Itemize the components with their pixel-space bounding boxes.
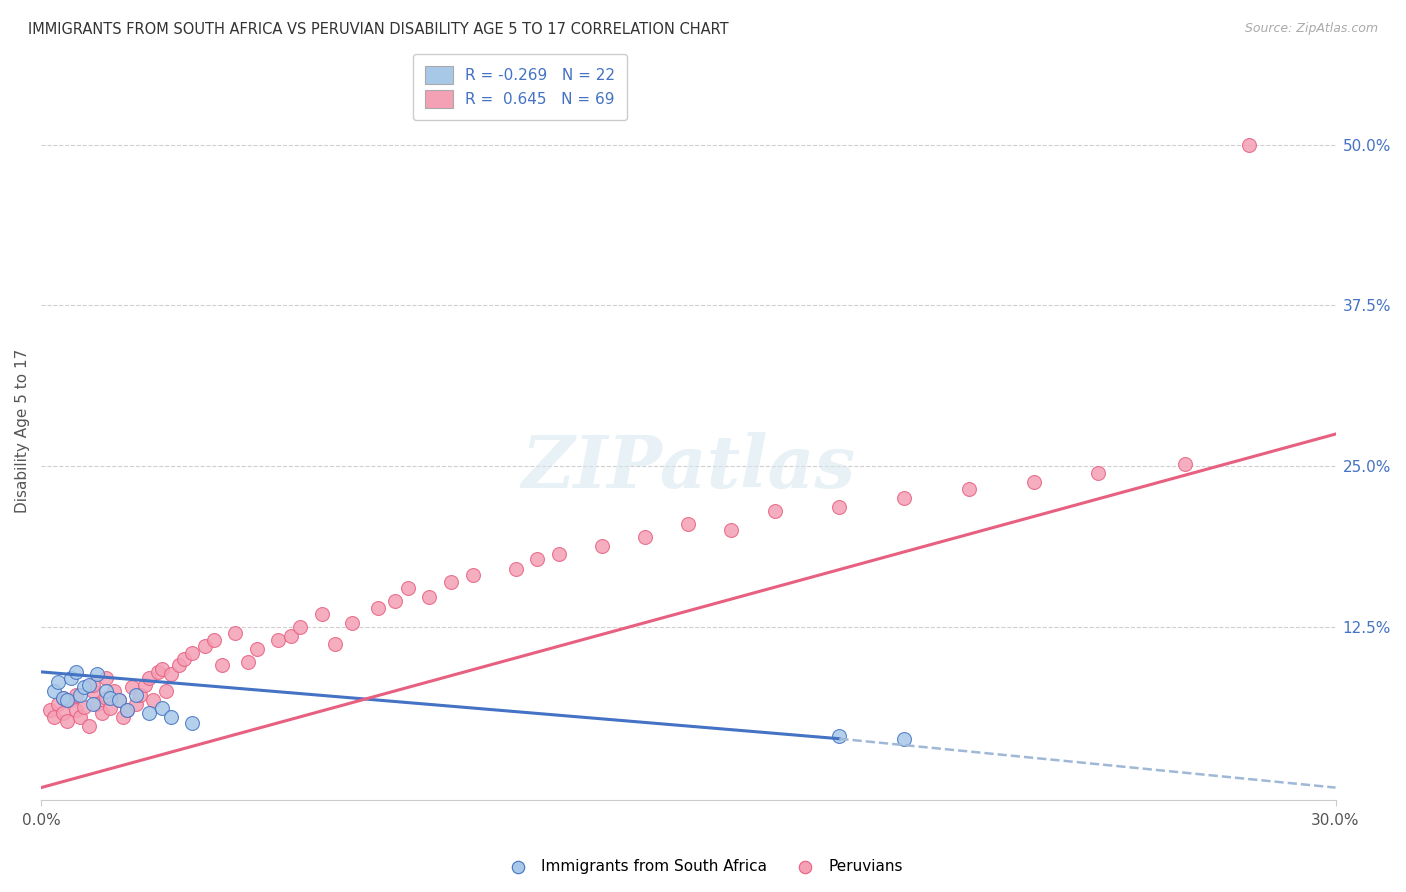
- Point: [42, 710, 65, 724]
- Point: [73, 681, 96, 695]
- Point: [167, 658, 190, 673]
- Point: [150, 662, 173, 676]
- Text: IMMIGRANTS FROM SOUTH AFRICA VS PERUVIAN DISABILITY AGE 5 TO 17 CORRELATION CHAR: IMMIGRANTS FROM SOUTH AFRICA VS PERUVIAN…: [28, 22, 728, 37]
- Point: [893, 491, 915, 506]
- Point: [194, 639, 217, 653]
- Point: [107, 693, 129, 707]
- Point: [548, 547, 571, 561]
- Point: [48, 675, 70, 690]
- Point: [86, 667, 108, 681]
- Point: [634, 530, 657, 544]
- Point: [146, 665, 169, 679]
- Point: [77, 678, 100, 692]
- Point: [52, 706, 75, 720]
- Point: [38, 703, 60, 717]
- Point: [56, 714, 79, 728]
- Point: [828, 500, 851, 515]
- Point: [48, 697, 70, 711]
- Point: [957, 483, 980, 497]
- Point: [94, 684, 117, 698]
- Point: [117, 703, 139, 717]
- Point: [150, 701, 173, 715]
- Text: ZIPatlas: ZIPatlas: [522, 433, 855, 503]
- Point: [98, 690, 121, 705]
- Point: [103, 684, 125, 698]
- Point: [98, 701, 121, 715]
- Point: [134, 678, 156, 692]
- Point: [82, 678, 104, 692]
- Point: [678, 516, 700, 531]
- Point: [69, 688, 91, 702]
- Point: [246, 641, 269, 656]
- Point: [69, 710, 91, 724]
- Point: [82, 684, 104, 698]
- Point: [893, 731, 915, 746]
- Point: [125, 688, 148, 702]
- Point: [155, 684, 177, 698]
- Point: [384, 594, 406, 608]
- Point: [159, 667, 181, 681]
- Point: [280, 629, 302, 643]
- Point: [440, 574, 463, 589]
- Point: [367, 600, 389, 615]
- Legend: Immigrants from South Africa, Peruvians: Immigrants from South Africa, Peruvians: [496, 853, 910, 880]
- Point: [129, 688, 152, 702]
- Point: [202, 632, 225, 647]
- Point: [340, 615, 363, 630]
- Point: [42, 684, 65, 698]
- Point: [1022, 475, 1045, 489]
- Point: [418, 591, 440, 605]
- Point: [138, 706, 160, 720]
- Point: [1239, 137, 1261, 152]
- Point: [311, 607, 333, 621]
- Point: [591, 539, 613, 553]
- Point: [56, 693, 79, 707]
- Point: [60, 671, 83, 685]
- Point: [763, 504, 786, 518]
- Point: [828, 729, 851, 743]
- Point: [181, 646, 204, 660]
- Point: [526, 551, 548, 566]
- Point: [117, 703, 139, 717]
- Point: [65, 688, 87, 702]
- Point: [238, 655, 260, 669]
- Point: [77, 719, 100, 733]
- Point: [1087, 466, 1109, 480]
- Point: [1173, 457, 1195, 471]
- Point: [288, 620, 311, 634]
- Point: [107, 693, 129, 707]
- Point: [159, 710, 181, 724]
- Point: [60, 693, 83, 707]
- Point: [65, 665, 87, 679]
- Point: [90, 706, 112, 720]
- Point: [52, 690, 75, 705]
- Point: [181, 716, 204, 731]
- Point: [211, 658, 233, 673]
- Legend: R = -0.269   N = 22, R =  0.645   N = 69: R = -0.269 N = 22, R = 0.645 N = 69: [413, 54, 627, 120]
- Y-axis label: Disability Age 5 to 17: Disability Age 5 to 17: [15, 349, 30, 513]
- Point: [65, 703, 87, 717]
- Point: [396, 582, 419, 596]
- Point: [323, 637, 346, 651]
- Point: [94, 690, 117, 705]
- Point: [52, 690, 75, 705]
- Point: [121, 681, 143, 695]
- Point: [125, 697, 148, 711]
- Point: [461, 568, 484, 582]
- Point: [720, 524, 742, 538]
- Point: [142, 693, 165, 707]
- Text: Source: ZipAtlas.com: Source: ZipAtlas.com: [1244, 22, 1378, 36]
- Point: [86, 697, 108, 711]
- Point: [267, 632, 290, 647]
- Point: [112, 710, 135, 724]
- Point: [138, 671, 160, 685]
- Point: [82, 697, 104, 711]
- Point: [173, 652, 195, 666]
- Point: [505, 562, 527, 576]
- Point: [73, 699, 96, 714]
- Point: [224, 626, 246, 640]
- Point: [94, 671, 117, 685]
